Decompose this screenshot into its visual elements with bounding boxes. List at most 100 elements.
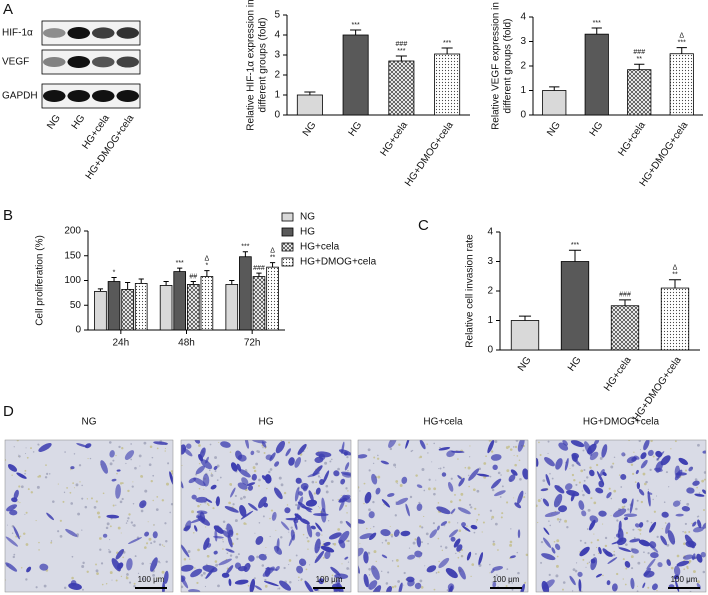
speckle — [517, 571, 520, 575]
speckle — [280, 440, 283, 442]
cell — [363, 573, 369, 588]
speckle — [222, 548, 224, 550]
speckle — [156, 495, 159, 498]
speckle — [540, 561, 543, 564]
speckle — [469, 456, 471, 458]
speckle — [187, 549, 191, 553]
cell — [240, 510, 254, 520]
cell — [181, 564, 194, 572]
cell — [261, 441, 267, 448]
significance-mark: *** — [352, 22, 360, 29]
speckle — [96, 572, 99, 575]
cell — [416, 503, 423, 512]
cell — [629, 538, 641, 543]
speckle — [119, 500, 123, 504]
speckle — [663, 501, 666, 503]
x-tick-label: HG+DMOG+cela — [403, 120, 456, 189]
speckle — [197, 548, 200, 552]
speckle — [412, 541, 416, 545]
cell — [194, 525, 198, 532]
cell — [293, 519, 299, 524]
speckle — [327, 520, 330, 522]
cell — [84, 443, 92, 449]
speckle — [513, 454, 515, 456]
speckle — [305, 568, 308, 571]
cell — [246, 482, 256, 487]
speckle — [696, 515, 699, 518]
cell — [617, 527, 624, 542]
cell — [544, 511, 561, 518]
speckle — [633, 451, 635, 453]
speckle — [19, 535, 22, 538]
cell — [381, 499, 391, 508]
speckle — [549, 524, 552, 527]
speckle — [44, 476, 48, 479]
cell — [224, 506, 239, 513]
cell — [453, 538, 461, 548]
cell — [593, 440, 600, 445]
speckle — [468, 503, 472, 506]
speckle — [163, 545, 165, 548]
speckle — [161, 570, 165, 574]
speckle — [306, 447, 308, 449]
speckle — [105, 526, 109, 530]
speckle — [556, 517, 560, 521]
y-tick-label: 0 — [520, 110, 526, 121]
speckle — [627, 508, 630, 511]
cell — [629, 498, 634, 514]
bar — [134, 283, 148, 331]
cell — [470, 524, 478, 530]
speckle — [477, 513, 480, 516]
speckle — [266, 487, 268, 490]
cell — [697, 519, 702, 529]
cell — [271, 511, 277, 521]
cell — [581, 510, 587, 517]
speckle — [86, 570, 89, 573]
error-bar — [138, 278, 144, 284]
speckle — [252, 466, 256, 469]
speckle — [109, 462, 113, 466]
cell — [251, 473, 257, 481]
speckle — [366, 527, 368, 530]
speckle — [313, 492, 317, 495]
cell — [226, 523, 234, 537]
cell — [702, 522, 706, 529]
significance-mark: ### — [633, 49, 645, 56]
cell — [643, 570, 655, 578]
speckle — [330, 480, 334, 484]
speckle — [686, 580, 690, 583]
speckle — [442, 466, 445, 469]
speckle — [472, 488, 476, 492]
cell — [440, 521, 448, 526]
x-tick-label: HG+cela — [616, 120, 648, 159]
cell — [457, 507, 471, 515]
speckle — [634, 481, 637, 483]
cell — [368, 511, 375, 519]
speckle — [112, 459, 115, 462]
cell — [239, 505, 247, 518]
error-bar — [304, 91, 316, 95]
cell — [275, 440, 286, 454]
cell — [607, 557, 618, 564]
speckle — [419, 579, 423, 583]
cell — [451, 450, 465, 453]
significance-mark: *** — [571, 242, 579, 249]
speckle — [423, 515, 425, 518]
micrograph-title: HG+cela — [423, 417, 463, 428]
speckle — [389, 447, 393, 451]
speckle — [181, 585, 184, 589]
cell — [666, 559, 671, 566]
speckle — [454, 494, 456, 496]
cell — [314, 550, 325, 564]
cell — [248, 503, 258, 511]
cell — [139, 500, 147, 509]
cell — [407, 554, 416, 560]
cell — [202, 565, 218, 573]
cell — [248, 555, 255, 562]
speckle — [209, 443, 212, 446]
speckle — [646, 519, 649, 523]
speckle — [232, 503, 235, 506]
speckle — [394, 466, 397, 468]
cell — [238, 469, 251, 478]
speckle — [652, 455, 655, 458]
